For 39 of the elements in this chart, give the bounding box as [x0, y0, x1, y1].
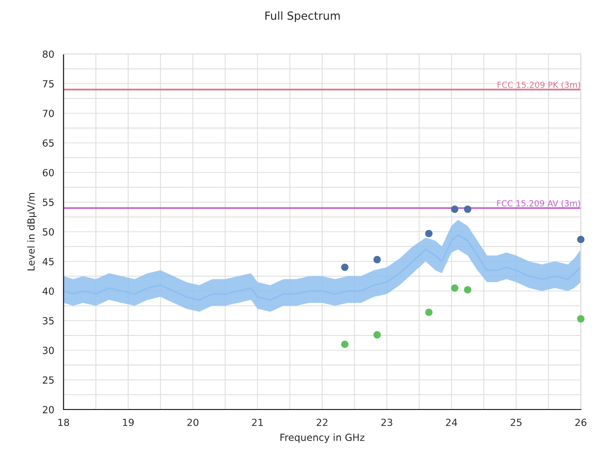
- point: [373, 331, 381, 339]
- x-axis-title: Frequency in GHz: [280, 433, 364, 443]
- x-tick-label: 21: [252, 418, 263, 426]
- y-tick-label: 30: [42, 346, 54, 354]
- point: [451, 206, 458, 213]
- y-tick-label: 35: [42, 317, 54, 324]
- y-tick-label: 50: [42, 228, 54, 236]
- y-tick-label: 60: [42, 168, 54, 176]
- point: [464, 286, 472, 294]
- x-tick-label: 22: [316, 418, 328, 426]
- y-tick-label: 55: [42, 198, 54, 206]
- point: [425, 308, 433, 316]
- y-tick-label: 20: [42, 406, 54, 414]
- x-tick-label: 18: [58, 418, 70, 426]
- point: [464, 206, 472, 213]
- ref-line-label: FCC 15.209 PK (3m): [498, 81, 580, 89]
- chart-title: Full Spectrum: [265, 11, 340, 22]
- x-tick-label: 26: [575, 418, 586, 426]
- y-tick-label: 40: [42, 287, 54, 295]
- point: [451, 284, 458, 292]
- point: [577, 236, 584, 244]
- y-tick-label: 75: [42, 80, 54, 88]
- y-tick-label: 25: [42, 376, 54, 384]
- point: [373, 256, 381, 264]
- y-axis-title: Level in dBµV/m: [27, 193, 37, 270]
- x-tick-label: 20: [187, 418, 198, 426]
- x-tick-label: 23: [381, 418, 392, 426]
- y-tick-label: 65: [42, 139, 54, 147]
- y-tick-label: 80: [42, 50, 54, 58]
- point: [341, 340, 348, 348]
- x-tick-label: 24: [446, 418, 458, 426]
- x-tick-label: 19: [123, 418, 134, 426]
- point: [577, 315, 584, 323]
- y-tick-label: 70: [42, 110, 54, 118]
- x-tick-label: 25: [510, 418, 522, 426]
- point: [341, 264, 348, 271]
- y-tick-label: 45: [42, 258, 54, 266]
- point: [425, 230, 433, 238]
- ref-line-label: FCC 15.209 AV (3m): [497, 200, 580, 208]
